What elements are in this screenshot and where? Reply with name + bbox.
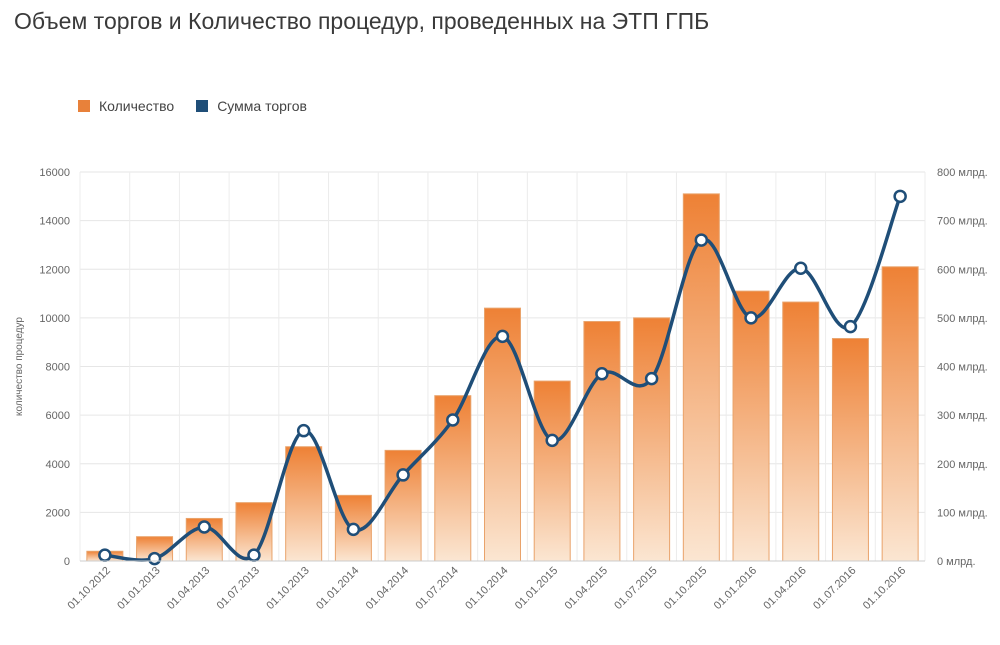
x-tick-label: 01.10.2012 (66, 565, 113, 612)
bar (583, 321, 621, 562)
sum-point (793, 261, 808, 276)
x-tick-label: 01.07.2013 (215, 565, 262, 612)
bar (533, 380, 571, 562)
y2-tick-label: 700 млрд. (937, 216, 988, 228)
y-tick-label: 6000 (46, 410, 70, 422)
legend-label-count: Количество (99, 98, 175, 114)
bar (633, 317, 671, 562)
x-tick-label: 01.07.2014 (413, 565, 460, 612)
legend: Количество Сумма торгов (78, 98, 307, 114)
sum-point (843, 319, 858, 334)
x-tick-label: 01.04.2014 (364, 565, 411, 612)
x-tick-label: 01.04.2013 (165, 565, 212, 612)
sum-point (644, 371, 659, 386)
bar (682, 193, 720, 562)
sum-point (197, 520, 212, 534)
legend-item-sum[interactable]: Сумма торгов (196, 98, 307, 114)
y-tick-label: 4000 (46, 459, 70, 471)
chart-title: Объем торгов и Количество процедур, пров… (14, 8, 710, 34)
sum-point (495, 329, 510, 344)
bar (285, 446, 323, 562)
x-tick-label: 01.01.2014 (314, 565, 361, 612)
x-tick-label: 01.04.2016 (761, 565, 808, 612)
y2-tick-label: 600 млрд. (937, 264, 988, 276)
y2-tick-label: 500 млрд. (937, 313, 988, 325)
x-tick-label: 01.07.2015 (612, 565, 659, 612)
y2-tick-label: 300 млрд. (937, 410, 988, 422)
y-tick-label: 16000 (39, 167, 70, 179)
y-axis-title: количество процедур (14, 317, 25, 416)
y-tick-label: 0 (64, 556, 70, 568)
legend-swatch-count (78, 100, 90, 112)
x-tick-label: 01.10.2016 (861, 565, 908, 612)
sum-point (147, 551, 162, 566)
y2-tick-label: 100 млрд. (937, 507, 988, 519)
bar (732, 290, 770, 562)
sum-point (296, 423, 311, 438)
sum-point (744, 311, 758, 325)
sum-point (446, 413, 460, 427)
legend-swatch-sum (196, 100, 209, 112)
legend-item-count[interactable]: Количество (78, 98, 174, 114)
bar (384, 449, 422, 562)
x-tick-label: 01.01.2015 (513, 565, 560, 612)
x-tick-label: 01.10.2015 (662, 565, 709, 612)
sum-point (346, 522, 361, 537)
sum-point (694, 233, 709, 247)
y-tick-label: 12000 (39, 264, 70, 276)
y-tick-label: 14000 (39, 216, 70, 228)
y-tick-label: 10000 (39, 313, 70, 325)
y-tick-label: 2000 (46, 507, 70, 519)
bar (831, 338, 869, 562)
bar-series (86, 193, 919, 562)
y2-tick-label: 200 млрд. (937, 459, 988, 471)
legend-label-sum: Сумма торгов (217, 98, 307, 114)
x-tick-label: 01.04.2015 (563, 565, 610, 612)
sum-point (545, 433, 559, 448)
bar (881, 266, 919, 562)
sum-point (396, 468, 410, 482)
x-tick-label: 01.10.2014 (463, 565, 510, 612)
x-tick-label: 01.01.2013 (115, 565, 162, 612)
y2-tick-label: 0 млрд. (937, 556, 976, 568)
sum-point (98, 548, 112, 562)
line-series (98, 189, 907, 566)
x-tick-label: 01.10.2013 (264, 565, 311, 612)
x-tick-label: 01.07.2016 (811, 565, 858, 612)
sum-point (893, 189, 907, 204)
y2-tick-label: 800 млрд. (937, 167, 988, 179)
sum-point (595, 367, 609, 381)
y-tick-label: 8000 (46, 362, 70, 374)
sum-point (247, 548, 261, 562)
bar (782, 301, 820, 562)
y2-tick-label: 400 млрд. (937, 362, 988, 374)
x-tick-label: 01.01.2016 (712, 565, 759, 612)
